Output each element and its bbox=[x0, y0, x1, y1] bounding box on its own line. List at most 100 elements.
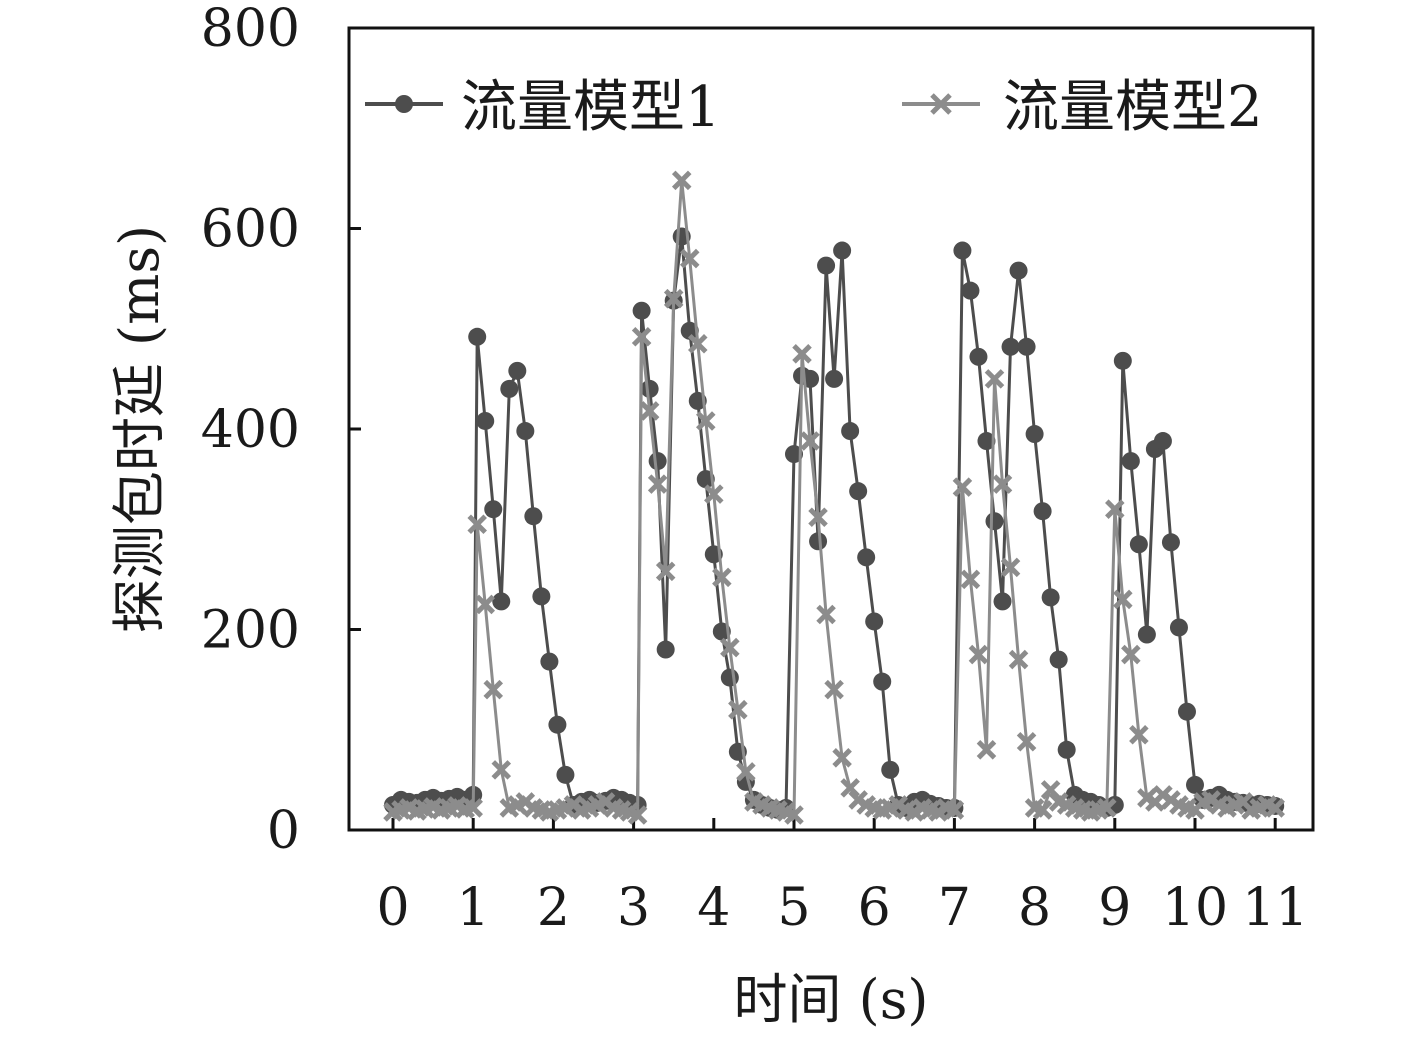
data-point bbox=[647, 474, 668, 494]
data-point bbox=[1169, 618, 1188, 637]
data-point bbox=[484, 500, 503, 519]
data-point bbox=[1001, 337, 1020, 356]
data-point bbox=[985, 512, 1004, 531]
data-point bbox=[720, 637, 740, 658]
data-point bbox=[548, 715, 567, 734]
data-point bbox=[816, 604, 836, 625]
data-point bbox=[704, 484, 724, 504]
data-point bbox=[841, 422, 860, 441]
data-point bbox=[809, 532, 828, 551]
data-point bbox=[516, 422, 535, 441]
data-point bbox=[679, 248, 700, 269]
data-point bbox=[1265, 798, 1285, 818]
data-point bbox=[1105, 499, 1125, 519]
data-point bbox=[500, 379, 519, 398]
x-tick-label: 8 bbox=[1018, 878, 1051, 938]
data-point bbox=[648, 452, 667, 471]
y-tick-label: 200 bbox=[201, 601, 300, 661]
data-point bbox=[1161, 533, 1180, 552]
series-1 bbox=[384, 227, 1285, 819]
data-point bbox=[468, 327, 487, 346]
data-point bbox=[467, 514, 487, 535]
data-point bbox=[655, 561, 676, 582]
data-point bbox=[556, 765, 575, 784]
data-point bbox=[857, 548, 876, 567]
data-point bbox=[736, 762, 756, 782]
data-point bbox=[492, 592, 511, 611]
legend: 流量模型1 流量模型2 bbox=[365, 75, 1263, 140]
x-tick-label: 2 bbox=[537, 878, 570, 938]
data-point bbox=[992, 474, 1013, 494]
data-point bbox=[1041, 588, 1060, 607]
data-point bbox=[508, 361, 527, 380]
data-point bbox=[833, 241, 852, 260]
legend-marker-x bbox=[930, 93, 952, 115]
data-point bbox=[1040, 780, 1061, 800]
data-point bbox=[968, 644, 989, 665]
data-point bbox=[808, 507, 828, 527]
data-point bbox=[1009, 261, 1028, 280]
data-point bbox=[640, 379, 659, 398]
data-point bbox=[663, 288, 684, 309]
legend-entry-series-1: 流量模型1 bbox=[365, 75, 721, 140]
series-line bbox=[392, 178, 1276, 817]
data-point bbox=[1129, 724, 1149, 745]
data-point bbox=[1186, 775, 1204, 794]
data-point bbox=[656, 640, 675, 659]
data-point bbox=[532, 587, 551, 606]
series-2 bbox=[383, 170, 1285, 825]
data-point bbox=[1121, 452, 1140, 471]
y-tick-label: 800 bbox=[201, 0, 300, 59]
data-point bbox=[476, 411, 495, 430]
data-point bbox=[1097, 798, 1117, 818]
x-tick-label: 10 bbox=[1162, 878, 1228, 938]
data-point bbox=[627, 805, 648, 825]
data-point bbox=[824, 679, 844, 700]
data-point bbox=[463, 798, 483, 818]
series-layer bbox=[383, 170, 1285, 825]
data-point bbox=[1057, 740, 1076, 759]
data-point bbox=[475, 594, 495, 615]
y-tick-label: 400 bbox=[201, 400, 300, 460]
data-point bbox=[1129, 535, 1148, 554]
data-point bbox=[840, 778, 860, 798]
data-point bbox=[1177, 702, 1196, 721]
data-point bbox=[976, 740, 997, 760]
data-point bbox=[720, 668, 739, 687]
legend-entry-series-2: 流量模型2 bbox=[902, 75, 1263, 140]
data-point bbox=[632, 301, 651, 320]
data-point bbox=[865, 612, 884, 631]
x-tick-label: 0 bbox=[376, 878, 409, 938]
data-point bbox=[1113, 351, 1132, 370]
x-tick-label: 11 bbox=[1242, 878, 1308, 938]
x-tick-label: 4 bbox=[697, 878, 730, 938]
data-point bbox=[960, 569, 981, 590]
data-point bbox=[953, 241, 972, 260]
data-point bbox=[832, 748, 852, 768]
x-tick-label: 7 bbox=[938, 878, 971, 938]
legend-label-series-1: 流量模型1 bbox=[461, 75, 721, 140]
data-point bbox=[1121, 644, 1141, 665]
data-point bbox=[1137, 625, 1156, 644]
data-point bbox=[696, 411, 716, 431]
y-tick-label: 600 bbox=[201, 200, 300, 260]
series-line bbox=[392, 235, 1276, 812]
data-point bbox=[631, 327, 652, 347]
data-point bbox=[1153, 432, 1172, 451]
data-point bbox=[671, 170, 692, 191]
data-point bbox=[825, 369, 844, 388]
data-point bbox=[849, 482, 868, 501]
data-point bbox=[961, 281, 980, 300]
data-point bbox=[1017, 337, 1036, 356]
data-point bbox=[792, 344, 812, 364]
data-point bbox=[817, 256, 836, 275]
data-point bbox=[977, 432, 996, 451]
x-tick-label: 3 bbox=[617, 878, 650, 938]
data-point bbox=[993, 592, 1012, 611]
data-point bbox=[969, 347, 988, 366]
data-point bbox=[728, 699, 748, 720]
x-tick-label: 5 bbox=[777, 878, 810, 938]
data-point bbox=[1032, 800, 1053, 820]
y-tick-label: 0 bbox=[267, 801, 300, 861]
